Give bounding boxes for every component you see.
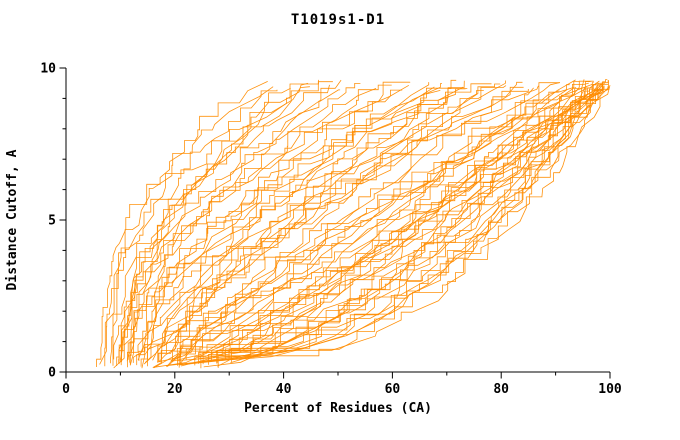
- y-tick-label: 10: [40, 62, 56, 77]
- x-tick-label: 80: [493, 382, 509, 397]
- curve-line: [211, 89, 587, 361]
- curve-line: [119, 84, 410, 364]
- curve-line: [141, 85, 507, 369]
- axes-group: [59, 67, 611, 379]
- curve-line: [179, 89, 529, 365]
- curve-line: [157, 90, 441, 363]
- y-tick-label: 5: [48, 214, 56, 229]
- curve-line: [129, 81, 333, 363]
- curve-line: [130, 79, 457, 365]
- curve-line: [136, 80, 465, 366]
- curve-line: [147, 86, 524, 367]
- curve-line: [118, 83, 361, 361]
- curve-line: [217, 80, 609, 368]
- curve-line: [217, 84, 603, 367]
- curve-line: [96, 81, 268, 367]
- curve-line: [208, 89, 590, 365]
- curve-line: [118, 87, 291, 364]
- curve-line: [190, 86, 610, 361]
- x-axis-label: Percent of Residues (CA): [244, 401, 432, 416]
- curve-line: [138, 83, 492, 361]
- curve-line: [144, 90, 560, 363]
- chart-title: T1019s1-D1: [291, 12, 385, 28]
- y-tick-label: 0: [48, 366, 56, 381]
- curve-line: [201, 81, 595, 362]
- curve-line: [153, 82, 560, 369]
- curve-line: [158, 87, 577, 363]
- x-tick-label: 100: [598, 382, 622, 397]
- curve-line: [166, 90, 484, 368]
- curve-line: [177, 89, 598, 361]
- curve-line: [110, 84, 330, 364]
- y-axis-label: Distance Cutoff, A: [5, 149, 20, 290]
- curve-line: [157, 86, 464, 362]
- x-tick-label: 60: [385, 382, 401, 397]
- curve-line: [161, 85, 539, 364]
- curve-line: [170, 84, 570, 362]
- curve-line: [156, 87, 534, 363]
- tick-labels-group: 0 20 40 60 80 100 0 5 10: [40, 62, 622, 398]
- curve-line: [112, 86, 274, 366]
- curve-line: [152, 80, 506, 361]
- curve-line: [127, 88, 466, 360]
- curve-line: [217, 80, 609, 364]
- curve-line: [194, 80, 594, 366]
- curve-line: [177, 83, 501, 366]
- x-tick-label: 40: [276, 382, 292, 397]
- curve-line: [198, 82, 604, 364]
- curve-line: [226, 83, 599, 360]
- curve-line: [99, 79, 319, 365]
- curve-line: [180, 82, 561, 364]
- curve-line: [129, 83, 442, 366]
- curve-line: [179, 86, 604, 365]
- curve-line: [126, 86, 310, 362]
- curve-line: [167, 87, 588, 367]
- curve-line: [231, 88, 599, 363]
- curve-line: [113, 84, 392, 369]
- curve-line: [140, 89, 403, 367]
- curves-group: [96, 79, 611, 369]
- curve-line: [113, 88, 377, 360]
- x-tick-label: 20: [167, 382, 183, 397]
- curve-line: [132, 82, 430, 363]
- curve-line: [178, 79, 576, 368]
- x-tick-label: 0: [62, 382, 70, 397]
- curve-line: [216, 82, 605, 364]
